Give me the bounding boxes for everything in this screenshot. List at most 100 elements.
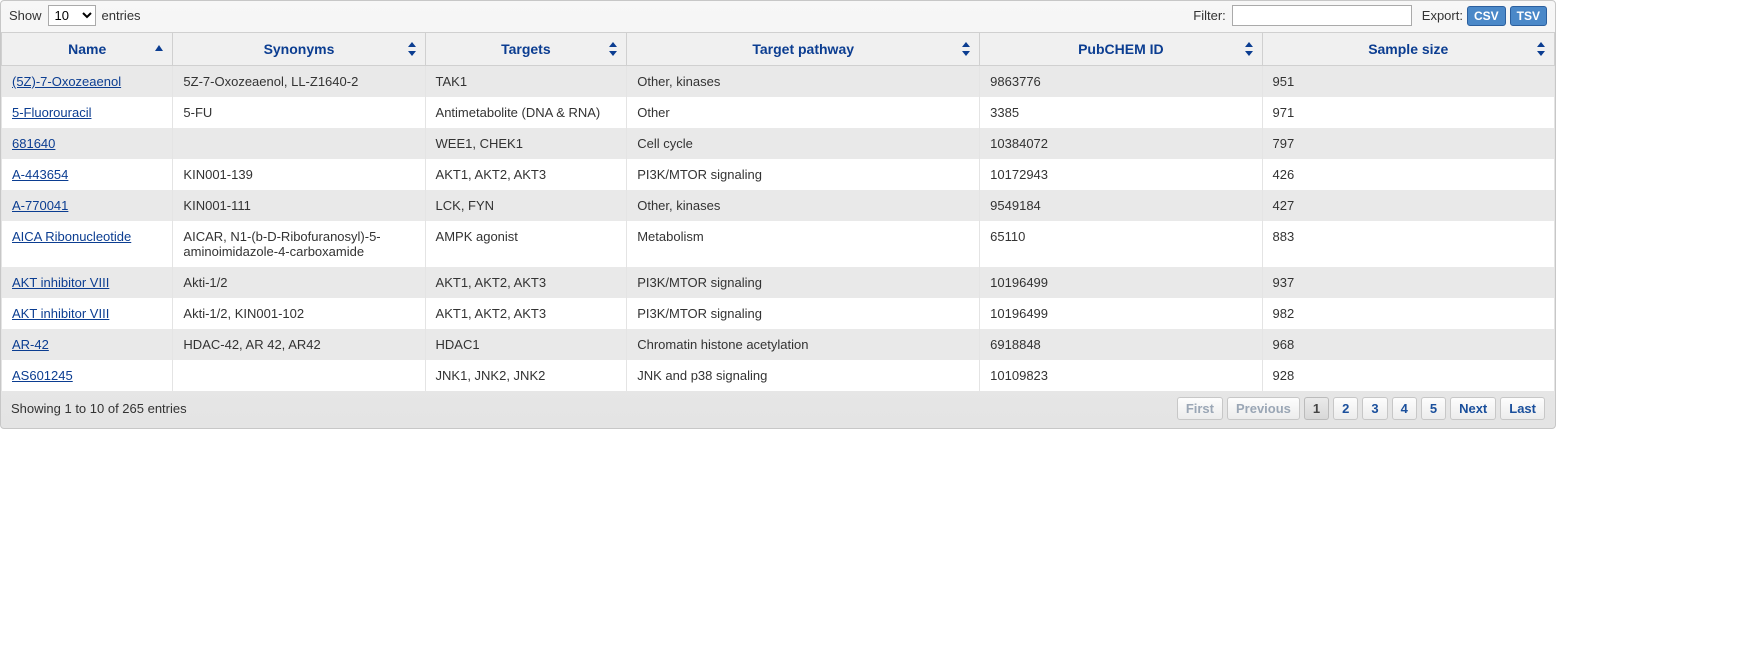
filter-label: Filter: bbox=[1193, 8, 1226, 23]
cell-sample: 427 bbox=[1262, 190, 1554, 221]
pager-page-3[interactable]: 3 bbox=[1362, 397, 1387, 420]
name-link[interactable]: 5-Fluorouracil bbox=[12, 105, 91, 120]
cell-targets: WEE1, CHEK1 bbox=[425, 128, 627, 159]
cell-sample: 951 bbox=[1262, 66, 1554, 98]
column-header-targets[interactable]: Targets bbox=[425, 33, 627, 66]
cell-sample: 426 bbox=[1262, 159, 1554, 190]
cell-targets: AKT1, AKT2, AKT3 bbox=[425, 159, 627, 190]
length-control: Show 102550100 entries bbox=[9, 5, 141, 26]
name-link[interactable]: AKT inhibitor VIII bbox=[12, 306, 109, 321]
cell-name: AICA Ribonucleotide bbox=[2, 221, 173, 267]
cell-targets: LCK, FYN bbox=[425, 190, 627, 221]
filter-input[interactable] bbox=[1232, 5, 1412, 26]
table-row: AKT inhibitor VIIIAkti-1/2AKT1, AKT2, AK… bbox=[2, 267, 1555, 298]
name-link[interactable]: AR-42 bbox=[12, 337, 49, 352]
cell-pubchem: 10109823 bbox=[980, 360, 1262, 391]
cell-sample: 971 bbox=[1262, 97, 1554, 128]
column-header-pubchem-id[interactable]: PubCHEM ID bbox=[980, 33, 1262, 66]
cell-targets: JNK1, JNK2, JNK2 bbox=[425, 360, 627, 391]
pager-page-4[interactable]: 4 bbox=[1392, 397, 1417, 420]
sort-both-icon bbox=[961, 42, 971, 56]
column-header-sample-size[interactable]: Sample size bbox=[1262, 33, 1554, 66]
name-link[interactable]: (5Z)-7-Oxozeaenol bbox=[12, 74, 121, 89]
cell-targets: Antimetabolite (DNA & RNA) bbox=[425, 97, 627, 128]
table-row: AICA RibonucleotideAICAR, N1-(b-D-Ribofu… bbox=[2, 221, 1555, 267]
pager-previous: Previous bbox=[1227, 397, 1300, 420]
cell-pubchem: 10384072 bbox=[980, 128, 1262, 159]
cell-sample: 982 bbox=[1262, 298, 1554, 329]
export-csv-button[interactable]: CSV bbox=[1467, 6, 1506, 26]
table-row: 681640WEE1, CHEK1Cell cycle10384072797 bbox=[2, 128, 1555, 159]
name-link[interactable]: A-443654 bbox=[12, 167, 68, 182]
toolbar: Show 102550100 entries Filter: Export: C… bbox=[1, 1, 1555, 32]
name-link[interactable]: A-770041 bbox=[12, 198, 68, 213]
cell-sample: 937 bbox=[1262, 267, 1554, 298]
cell-name: AKT inhibitor VIII bbox=[2, 267, 173, 298]
cell-synonyms: 5-FU bbox=[173, 97, 425, 128]
cell-synonyms bbox=[173, 128, 425, 159]
show-label-suffix: entries bbox=[102, 8, 141, 23]
name-link[interactable]: AS601245 bbox=[12, 368, 73, 383]
cell-targets: AMPK agonist bbox=[425, 221, 627, 267]
cell-pathway: Other bbox=[627, 97, 980, 128]
pager-page-5[interactable]: 5 bbox=[1421, 397, 1446, 420]
cell-targets: TAK1 bbox=[425, 66, 627, 98]
cell-pubchem: 65110 bbox=[980, 221, 1262, 267]
export-tsv-button[interactable]: TSV bbox=[1510, 6, 1547, 26]
column-label: Sample size bbox=[1368, 41, 1448, 57]
cell-pubchem: 9549184 bbox=[980, 190, 1262, 221]
column-header-name[interactable]: Name bbox=[2, 33, 173, 66]
cell-pubchem: 9863776 bbox=[980, 66, 1262, 98]
cell-name: AKT inhibitor VIII bbox=[2, 298, 173, 329]
cell-name: (5Z)-7-Oxozeaenol bbox=[2, 66, 173, 98]
cell-pathway: PI3K/MTOR signaling bbox=[627, 267, 980, 298]
cell-pathway: PI3K/MTOR signaling bbox=[627, 298, 980, 329]
sort-both-icon bbox=[608, 42, 618, 56]
table-body: (5Z)-7-Oxozeaenol5Z-7-Oxozeaenol, LL-Z16… bbox=[2, 66, 1555, 392]
column-label: Name bbox=[68, 41, 106, 57]
pager-next[interactable]: Next bbox=[1450, 397, 1496, 420]
pager-first: First bbox=[1177, 397, 1223, 420]
cell-pubchem: 3385 bbox=[980, 97, 1262, 128]
cell-pathway: PI3K/MTOR signaling bbox=[627, 159, 980, 190]
name-link[interactable]: 681640 bbox=[12, 136, 55, 151]
table-row: A-770041 KIN001-111LCK, FYNOther, kinases… bbox=[2, 190, 1555, 221]
pager-last[interactable]: Last bbox=[1500, 397, 1545, 420]
table-row: AR-42HDAC-42, AR 42, AR42HDAC1Chromatin … bbox=[2, 329, 1555, 360]
cell-synonyms: HDAC-42, AR 42, AR42 bbox=[173, 329, 425, 360]
cell-pathway: Cell cycle bbox=[627, 128, 980, 159]
cell-name: AR-42 bbox=[2, 329, 173, 360]
footer-bar: Showing 1 to 10 of 265 entries FirstPrev… bbox=[1, 391, 1555, 428]
cell-synonyms: KIN001-111 bbox=[173, 190, 425, 221]
cell-name: 5-Fluorouracil bbox=[2, 97, 173, 128]
cell-synonyms: KIN001-139 bbox=[173, 159, 425, 190]
export-label: Export: bbox=[1422, 8, 1463, 23]
info-text: Showing 1 to 10 of 265 entries bbox=[11, 401, 187, 416]
sort-both-icon bbox=[1536, 42, 1546, 56]
pager-page-1[interactable]: 1 bbox=[1304, 397, 1329, 420]
cell-sample: 968 bbox=[1262, 329, 1554, 360]
name-link[interactable]: AKT inhibitor VIII bbox=[12, 275, 109, 290]
column-label: Synonyms bbox=[264, 41, 335, 57]
sort-asc-icon bbox=[154, 42, 164, 56]
table-row: AS601245 JNK1, JNK2, JNK2JNK and p38 sign… bbox=[2, 360, 1555, 391]
length-select[interactable]: 102550100 bbox=[48, 5, 96, 26]
cell-pubchem: 10196499 bbox=[980, 267, 1262, 298]
cell-pathway: Other, kinases bbox=[627, 66, 980, 98]
cell-name: AS601245 bbox=[2, 360, 173, 391]
cell-synonyms: Akti-1/2, KIN001-102 bbox=[173, 298, 425, 329]
cell-sample: 928 bbox=[1262, 360, 1554, 391]
pager: FirstPrevious12345NextLast bbox=[1177, 397, 1545, 420]
cell-pathway: Other, kinases bbox=[627, 190, 980, 221]
table-row: A-443654 KIN001-139AKT1, AKT2, AKT3PI3K/M… bbox=[2, 159, 1555, 190]
column-header-synonyms[interactable]: Synonyms bbox=[173, 33, 425, 66]
cell-sample: 883 bbox=[1262, 221, 1554, 267]
cell-pathway: Metabolism bbox=[627, 221, 980, 267]
filter-control: Filter: bbox=[1193, 5, 1412, 26]
name-link[interactable]: AICA Ribonucleotide bbox=[12, 229, 131, 244]
column-header-target-pathway[interactable]: Target pathway bbox=[627, 33, 980, 66]
cell-pathway: JNK and p38 signaling bbox=[627, 360, 980, 391]
data-table: Name Synonyms TargetsTarget pathwayPubCHEM… bbox=[1, 32, 1555, 391]
pager-page-2[interactable]: 2 bbox=[1333, 397, 1358, 420]
cell-synonyms bbox=[173, 360, 425, 391]
